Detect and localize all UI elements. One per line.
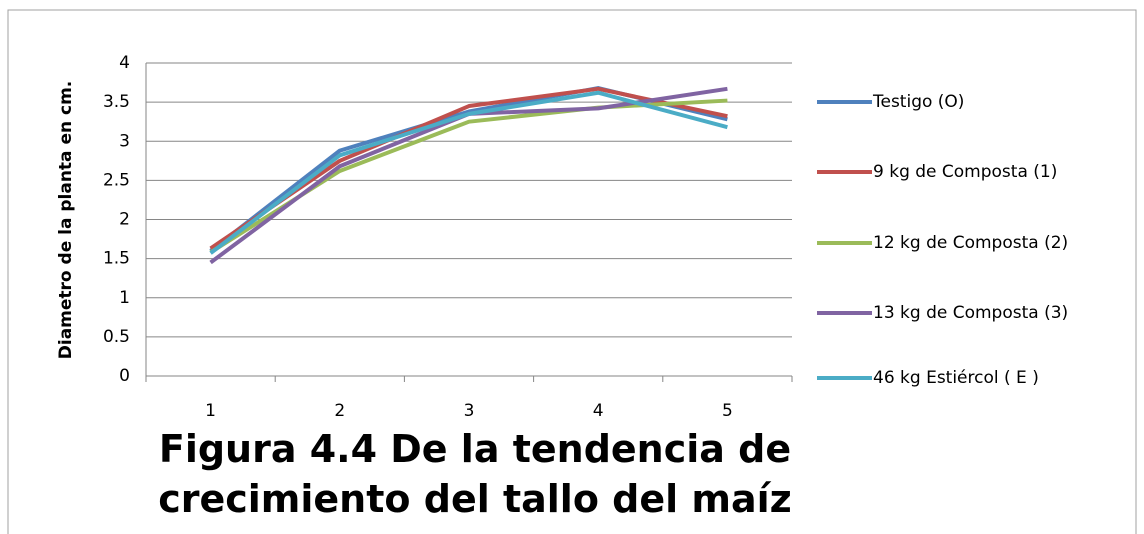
y-tick-label: 2.5 <box>103 170 130 190</box>
legend-label: 46 kg Estiércol ( E ) <box>873 368 1039 388</box>
legend-label: 9 kg de Composta (1) <box>873 162 1057 182</box>
x-tick-label: 1 <box>205 401 216 421</box>
y-tick-label: 2 <box>119 210 130 230</box>
y-tick-label: 0 <box>119 366 130 386</box>
y-tick-label: 1.5 <box>103 249 130 269</box>
x-tick-label: 5 <box>722 401 733 421</box>
y-tick-label: 3.5 <box>103 92 130 112</box>
series-line <box>209 98 728 255</box>
series-line <box>209 90 728 255</box>
chart-title: Figura 4.4 De la tendencia de crecimient… <box>158 427 792 521</box>
x-tick-label: 4 <box>593 401 604 421</box>
legend-label: 13 kg de Composta (3) <box>873 303 1068 323</box>
legend-label: 12 kg de Composta (2) <box>873 233 1068 253</box>
legend-label: Testigo (O) <box>872 92 964 112</box>
y-tick-label: 1 <box>119 288 130 308</box>
y-tick-label: 4 <box>119 53 130 73</box>
y-axis-label: Diametro de la planta en cm. <box>56 81 76 359</box>
y-tick-label: 0.5 <box>103 327 130 347</box>
y-tick-label: 3 <box>119 131 130 151</box>
x-tick-label: 2 <box>334 401 345 421</box>
chart-border <box>7 9 1137 534</box>
x-tick-label: 3 <box>464 401 475 421</box>
